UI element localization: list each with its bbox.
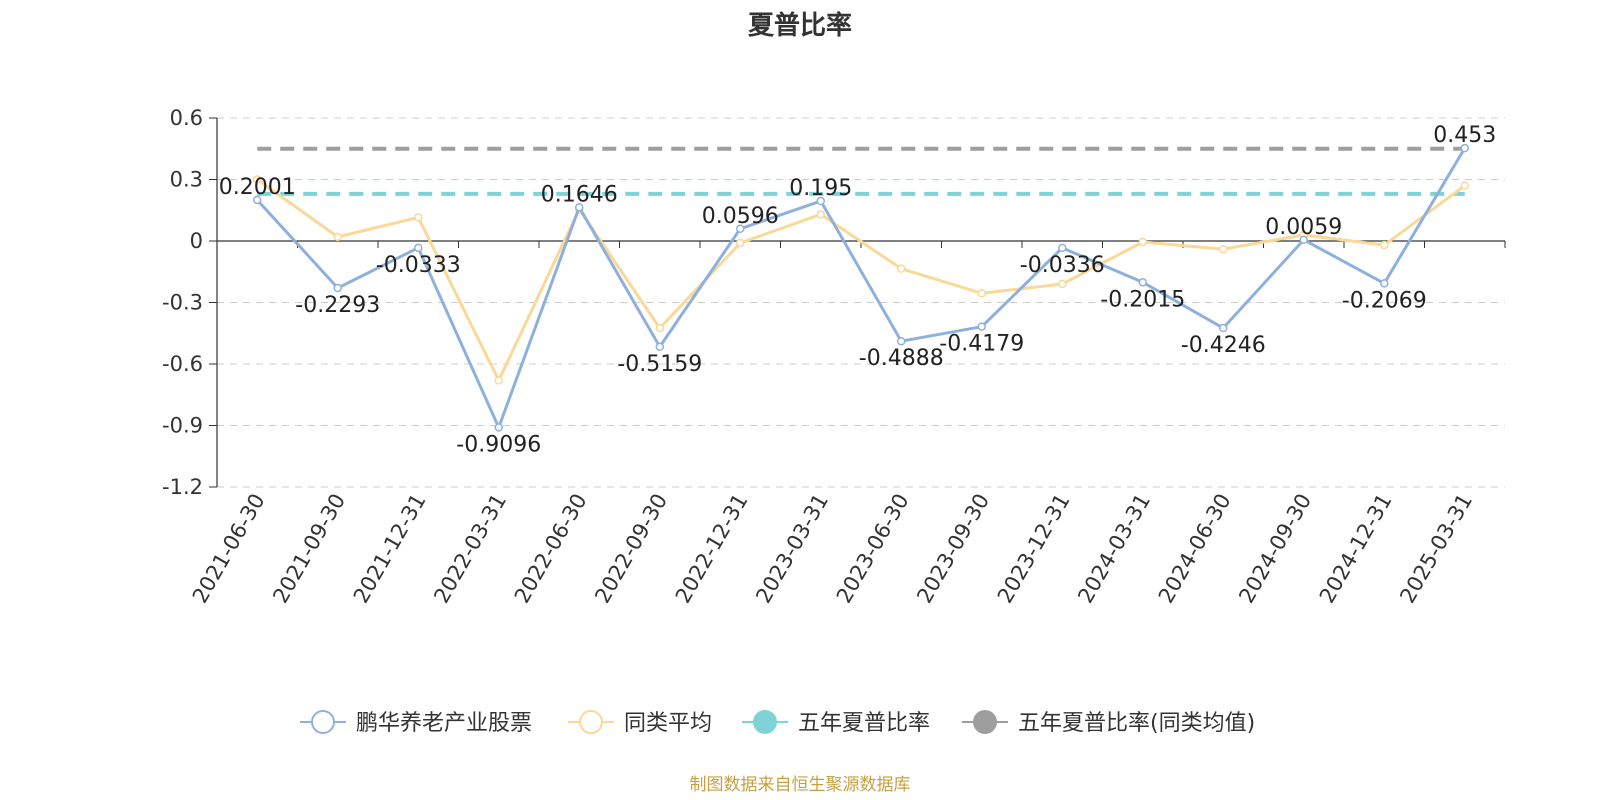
legend-item: 五年夏普比率(同类均值)	[962, 710, 1255, 736]
average-point	[977, 289, 986, 298]
data-label: 0.453	[1433, 123, 1496, 148]
average-point	[494, 376, 503, 385]
x-tick-label: 2021-09-30	[268, 490, 350, 608]
x-tick-label: 2021-12-31	[349, 490, 431, 608]
data-label: 0.1646	[541, 182, 618, 207]
fund-point	[977, 322, 986, 331]
data-label: 0.195	[789, 176, 852, 201]
fund-point	[897, 336, 906, 346]
legend-marker	[973, 710, 997, 734]
data-label: -0.2069	[1342, 288, 1427, 313]
x-tick-label: 2024-03-31	[1073, 490, 1155, 608]
data-label: -0.0336	[1020, 253, 1105, 278]
x-tick-label: 2023-03-31	[751, 490, 833, 608]
legend-label: 同类平均	[624, 711, 712, 736]
series-line-average	[256, 178, 1466, 382]
fund-point	[1299, 235, 1308, 245]
legend-marker	[311, 710, 335, 734]
average-point	[1219, 244, 1228, 254]
legend-item: 五年夏普比率	[742, 710, 930, 736]
data-label: 0.2001	[219, 175, 296, 200]
x-tick-label: 2022-12-31	[671, 490, 753, 608]
fund-point	[333, 283, 342, 293]
data-label: 0.0596	[702, 204, 779, 229]
y-tick-label: 0.6	[170, 106, 203, 130]
average-point	[1058, 279, 1067, 289]
average-point	[1380, 240, 1389, 250]
data-label: -0.4888	[859, 346, 944, 371]
x-tick-label: 2022-06-30	[510, 490, 592, 608]
y-tick-label: -0.9	[162, 414, 203, 438]
data-label: 0.0059	[1265, 215, 1342, 240]
fund-point	[1460, 143, 1469, 153]
data-label: -0.9096	[456, 432, 541, 457]
y-tick-label: -0.6	[162, 352, 203, 376]
series-line-fund	[256, 147, 1467, 429]
fund-point	[655, 342, 664, 352]
average-point	[1138, 237, 1147, 247]
legend-label: 鹏华养老产业股票	[356, 711, 532, 736]
y-tick-label: 0	[190, 229, 203, 253]
fund-point	[816, 196, 825, 206]
x-tick-label: 2023-09-30	[912, 490, 994, 608]
fund-point	[1138, 278, 1147, 287]
data-labels: 0.2001 -0.2293 -0.0333 -0.9096 0.1646 -0.5159…	[219, 123, 1496, 457]
average-point	[1460, 181, 1469, 190]
legend-marker	[753, 710, 777, 734]
x-tick-label: 2022-03-31	[429, 490, 511, 608]
fund-point	[253, 195, 262, 205]
fund-point	[494, 423, 503, 432]
legend-label: 五年夏普比率(同类均值)	[1018, 711, 1255, 736]
x-tick-label: 2025-03-31	[1395, 490, 1477, 608]
data-label: -0.4246	[1181, 333, 1266, 358]
y-tick-label: -1.2	[162, 475, 203, 499]
fund-point	[414, 243, 423, 253]
average-point	[333, 232, 342, 242]
x-tick-label: 2022-09-30	[590, 490, 672, 608]
y-tick-label: -0.3	[162, 291, 203, 315]
legend: 鹏华养老产业股票 同类平均 五年夏普比率 五年夏普比率(同类均值)	[300, 710, 1255, 736]
average-point	[414, 213, 423, 222]
fund-point	[736, 224, 745, 234]
legend-item: 同类平均	[568, 710, 712, 736]
average-point	[736, 238, 745, 248]
x-tick-label: 2021-06-30	[188, 490, 270, 608]
legend-marker	[579, 710, 603, 734]
data-label: -0.2293	[295, 293, 380, 318]
data-label: -0.0333	[376, 253, 461, 278]
fund-point	[1219, 323, 1228, 333]
fund-point	[575, 203, 584, 212]
x-tick-label: 2024-09-30	[1234, 490, 1316, 608]
data-label: -0.5159	[617, 352, 702, 377]
x-tick-label: 2023-12-31	[993, 490, 1075, 608]
source-note: 制图数据来自恒生聚源数据库	[690, 775, 911, 795]
x-tick-label: 2024-06-30	[1154, 490, 1236, 608]
legend-item: 鹏华养老产业股票	[300, 710, 532, 736]
legend-label: 五年夏普比率	[798, 711, 930, 736]
grid-lines	[217, 117, 1505, 488]
fund-point	[1380, 279, 1389, 288]
average-point	[816, 210, 825, 219]
data-label: -0.2015	[1100, 287, 1185, 312]
fund-point	[1058, 243, 1067, 253]
average-point	[655, 323, 664, 333]
y-tick-label: 0.3	[170, 168, 203, 192]
average-point	[253, 175, 262, 184]
series-layer	[253, 143, 1469, 432]
x-tick-label: 2023-06-30	[832, 490, 914, 608]
average-point	[897, 264, 906, 273]
data-label: -0.4179	[939, 332, 1024, 357]
chart-title: 夏普比率	[748, 10, 852, 41]
x-tick-label: 2024-12-31	[1315, 490, 1397, 608]
